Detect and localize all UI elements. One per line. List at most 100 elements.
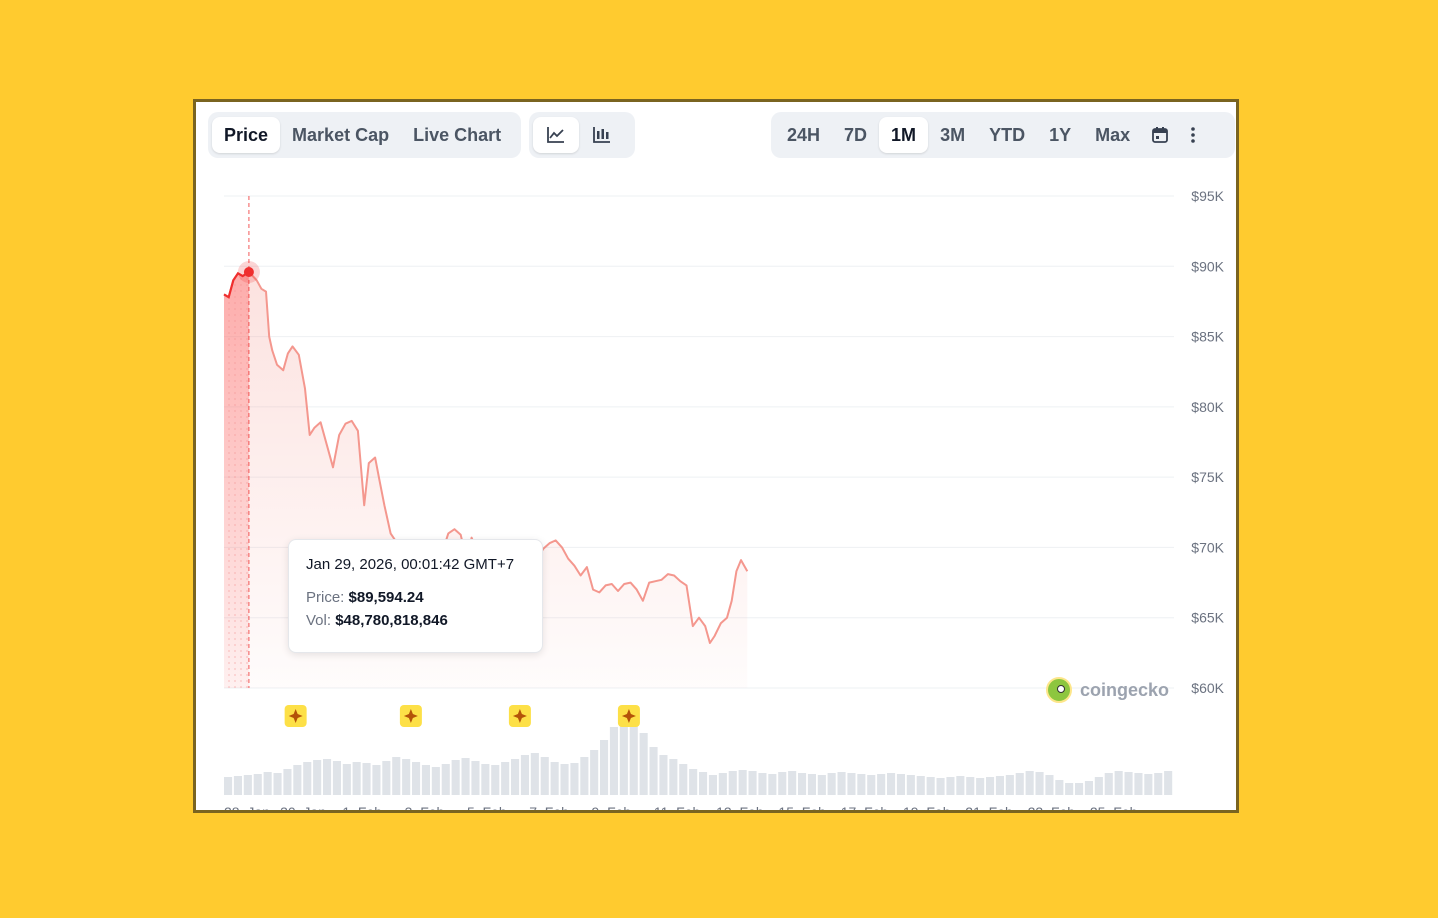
volume-bar [689,769,698,795]
tab-price[interactable]: Price [212,117,281,153]
volume-bar [540,757,549,795]
volume-bar [867,775,876,795]
volume-bar [590,750,599,795]
watermark-text: coingecko [1080,679,1170,700]
calendar-icon [1152,127,1169,143]
volume-bar [313,760,322,795]
y-tick-label: $65K [1191,610,1224,626]
volume-bar [431,767,440,795]
range-selector: 24H 7D 1M 3M YTD 1Y Max [771,112,1235,158]
volume-bar [966,777,975,795]
volume-bar [817,775,826,795]
volume-bar [629,724,638,795]
range-1y[interactable]: 1Y [1049,124,1072,145]
volume-bar [441,764,450,795]
volume-bar [520,755,529,795]
volume-bar [926,777,935,795]
more-options-button[interactable] [1178,117,1208,153]
y-tick-label: $70K [1191,539,1224,555]
tab-market-cap[interactable]: Market Cap [292,124,390,145]
volume-bar [1144,774,1153,795]
volume-bar [916,776,925,795]
volume-bar [253,774,262,795]
volume-bar [273,773,282,795]
event-star-icon [399,705,422,727]
volume-bar [669,759,678,795]
x-tick-label: 1. Feb [342,804,382,810]
tooltip-vol-value: $48,780,818,846 [335,612,448,629]
volume-bar [906,775,915,795]
volume-bar [778,772,787,795]
volume-bar [1015,773,1024,795]
volume-bar [1164,771,1173,795]
volume-bar [501,762,510,795]
volume-bar [1035,772,1044,795]
range-1m[interactable]: 1M [879,117,929,153]
x-tick-label: 7. Feb [529,804,569,810]
volume-bar [451,760,460,795]
price-tooltip: Jan 29, 2026, 00:01:42 GMT+7 Price: $89,… [288,539,543,653]
x-tick-label: 28. Jan [224,804,270,810]
volume-bar [1084,781,1093,795]
volume-bar [1065,783,1074,795]
volume-bar [233,776,242,795]
volume-bar [560,764,569,795]
x-tick-label: 23. Feb [1028,804,1076,810]
y-tick-label: $80K [1191,399,1224,415]
volume-bar [332,761,341,795]
hover-point [243,266,254,277]
volume-bar [748,771,757,795]
x-tick-label: 3. Feb [405,804,445,810]
calendar-button[interactable] [1142,117,1178,153]
x-tick-label: 5. Feb [467,804,507,810]
volume-bar [1025,771,1034,795]
volume-bar [1124,772,1133,795]
tab-live-chart[interactable]: Live Chart [413,124,502,145]
x-tick-label: 9. Feb [592,804,632,810]
volume-bar [1154,773,1163,795]
range-3m[interactable]: 3M [940,124,966,145]
volume-bar [570,763,579,795]
volume-bar [600,740,609,795]
volume-bar [877,774,886,795]
chart-type-toggle [529,112,635,158]
volume-bar [807,774,816,795]
tooltip-date: Jan 29, 2026, 00:01:42 GMT+7 [306,556,515,573]
candlestick-chart-button[interactable] [579,117,625,153]
volume-bar [402,759,411,795]
y-tick-label: $85K [1191,329,1224,345]
range-ytd[interactable]: YTD [989,124,1026,145]
x-tick-label: 25. Feb [1090,804,1138,810]
line-chart-icon [547,127,564,143]
event-star-icon [508,705,531,727]
volume-bar [946,777,955,795]
volume-bar [936,778,945,795]
range-24h[interactable]: 24H [787,124,821,145]
volume-bar [372,765,381,795]
volume-bar [847,773,856,795]
volume-bar [768,774,777,795]
volume-bar [352,762,361,795]
volume-bar [1075,783,1084,795]
volume-bar [679,764,688,795]
volume-bar [699,772,708,795]
volume-bar [481,764,490,795]
more-vertical-icon [1191,127,1195,143]
volume-bar [293,765,302,795]
volume-bar [639,733,648,795]
volume-bar [995,776,1004,795]
line-chart-button[interactable] [533,117,579,153]
coingecko-logo-icon [1046,677,1072,703]
volume-bar [1005,775,1014,795]
volume-bar [530,753,539,795]
tooltip-price-value: $89,594.24 [348,589,424,606]
x-tick-label: 17. Feb [841,804,889,810]
range-max[interactable]: Max [1095,124,1131,145]
volume-bar [956,776,965,795]
volume-bar [224,777,233,795]
x-tick-label: 19. Feb [903,804,951,810]
volume-bar [1114,771,1123,795]
range-7d[interactable]: 7D [844,124,868,145]
volume-bar [827,773,836,795]
x-tick-label: 15. Feb [778,804,826,810]
